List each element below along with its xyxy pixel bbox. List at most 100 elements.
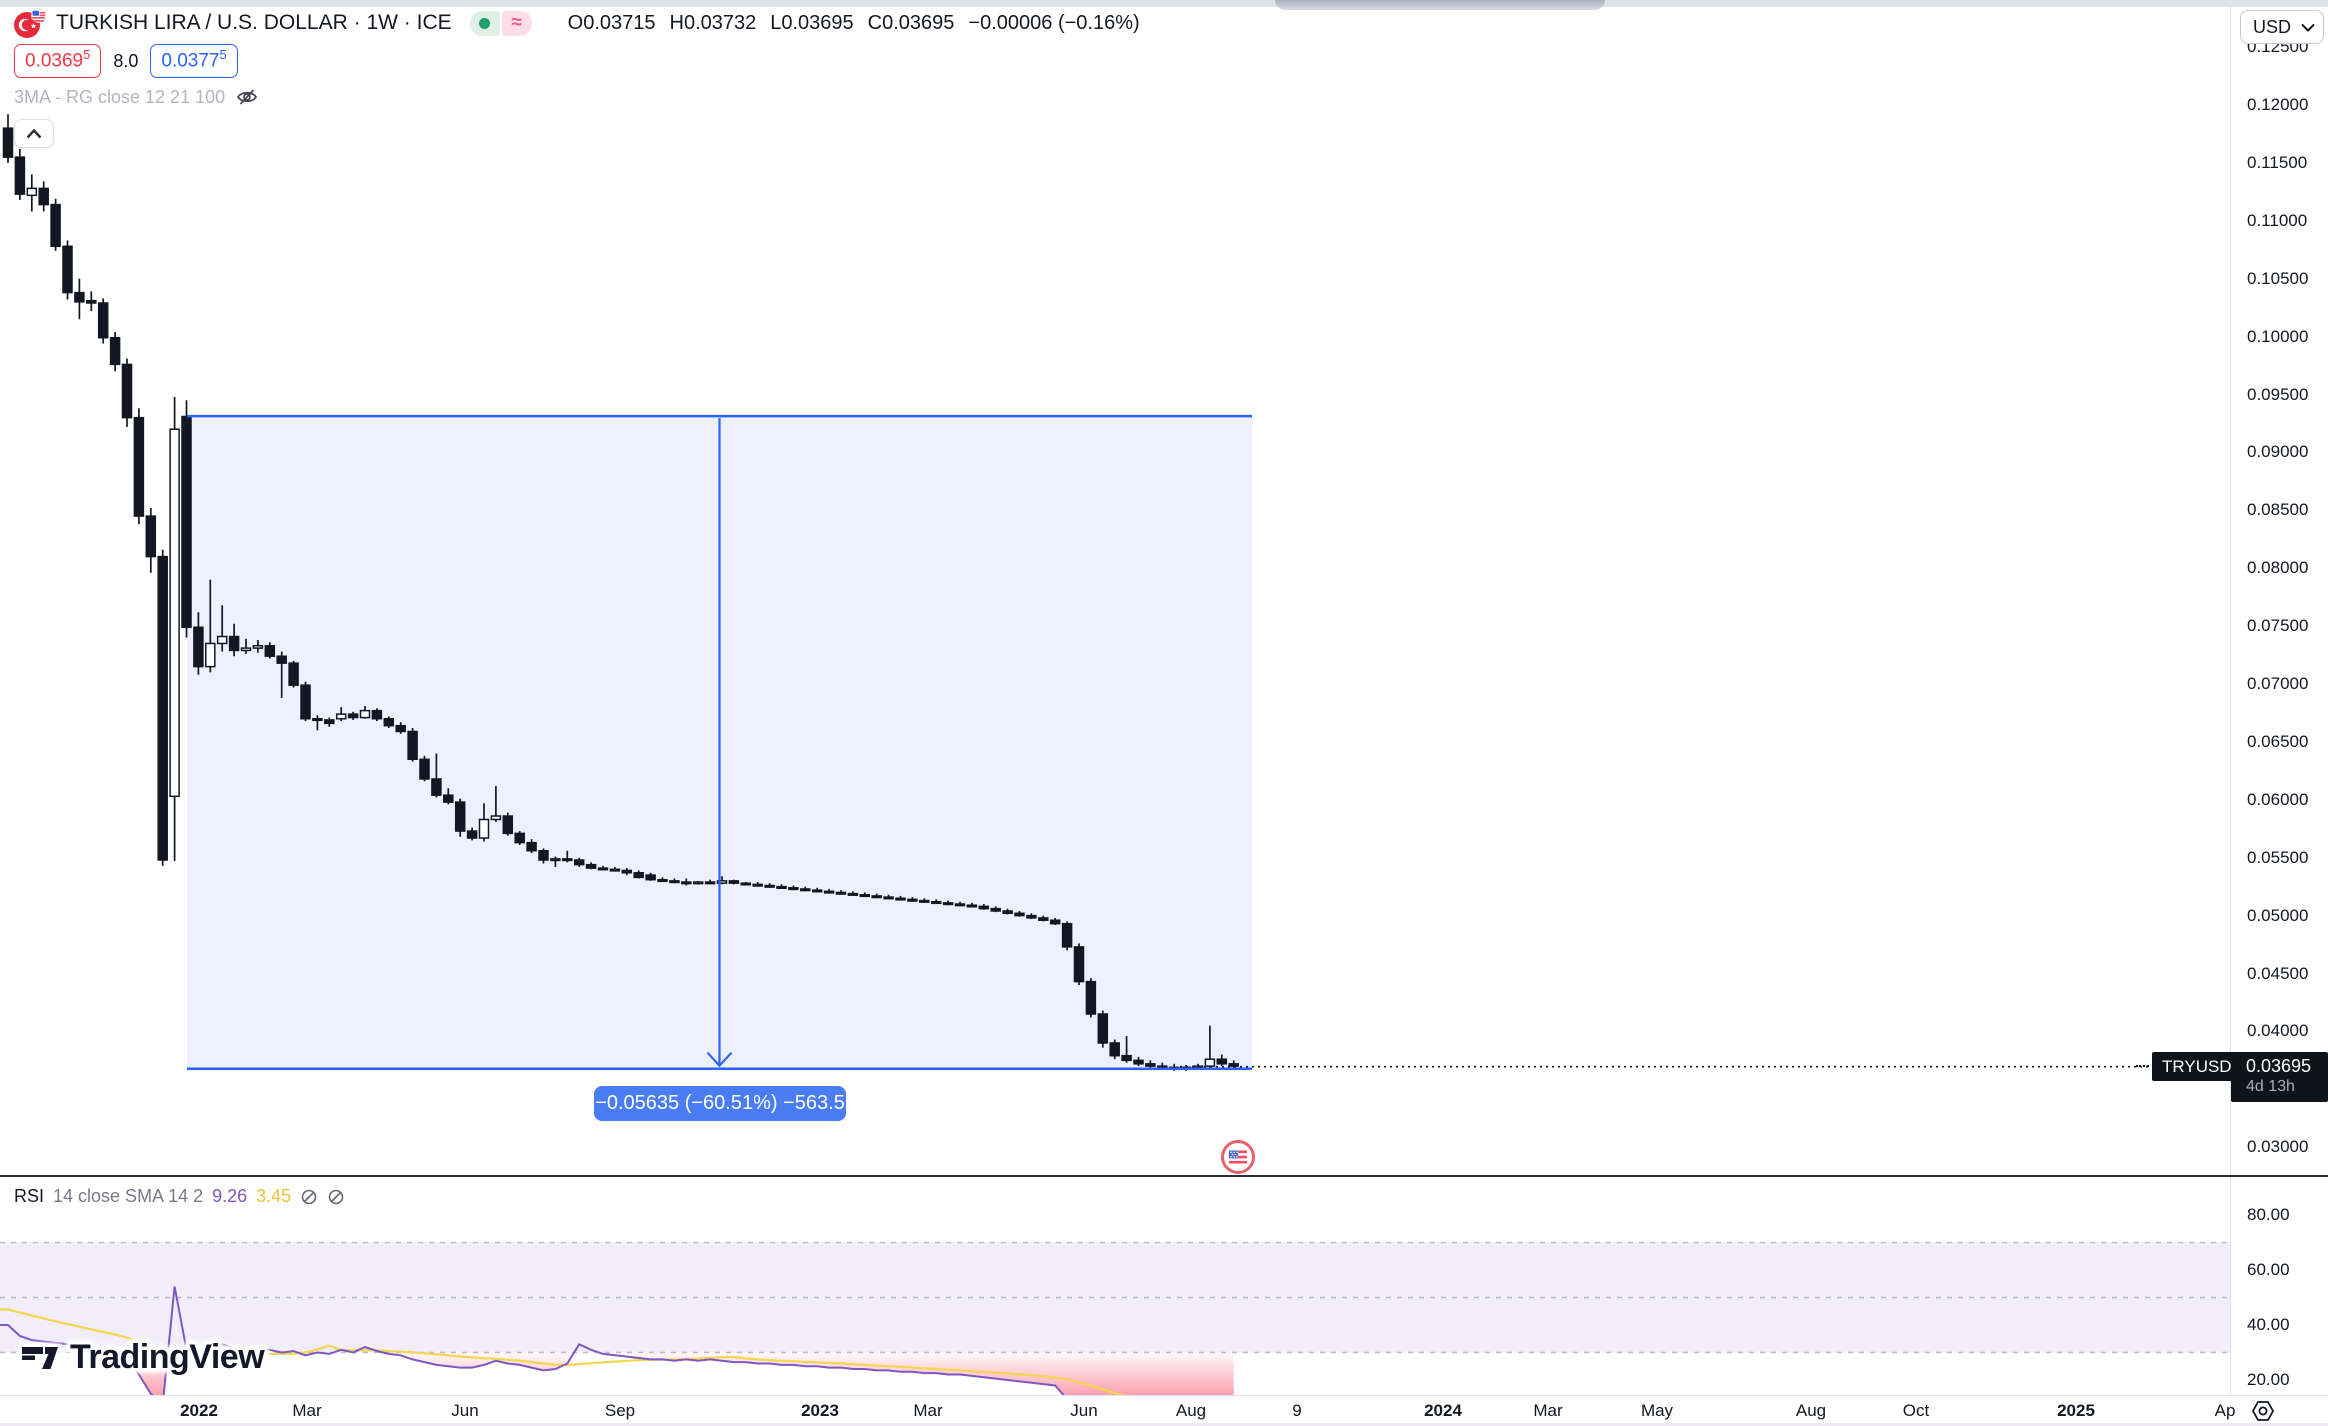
current-price-tag: 0.03695 4d 13h	[2231, 1052, 2328, 1102]
close-value: C0.03695	[867, 11, 955, 34]
ohlc-values: O0.03715 H0.03732 L0.03695 C0.03695 −0.0…	[568, 12, 1140, 35]
candle-body	[776, 885, 787, 890]
change-value: −0.00006 (−0.16%)	[968, 11, 1140, 34]
bottom-strip	[0, 1423, 2328, 1426]
watermark-text: TradingView	[70, 1338, 265, 1376]
candle-body	[240, 647, 252, 652]
spread-value: 8.0	[113, 50, 139, 71]
price-chart-pane[interactable]	[0, 0, 2230, 1177]
market-open-badge[interactable]	[469, 10, 500, 36]
price-tick-label: 0.08000	[2247, 558, 2309, 578]
time-tick-label: Jun	[451, 1401, 479, 1420]
candle-body	[585, 863, 597, 869]
candle-body	[966, 904, 978, 908]
candle-body	[2, 127, 14, 158]
price-tick-label: 0.05500	[2247, 847, 2309, 867]
candle-body	[264, 645, 276, 657]
rsi-name: RSI	[14, 1186, 45, 1206]
candle-body	[395, 724, 406, 733]
price-tick-label: 0.03000	[2247, 1137, 2309, 1157]
time-tick-label: 9	[1292, 1401, 1302, 1420]
currency-label: USD	[2253, 16, 2292, 37]
candle-body	[514, 832, 525, 844]
measure-arrow-head	[706, 1051, 733, 1068]
candle-body	[109, 337, 121, 366]
price-tick-label: 0.11000	[2247, 210, 2308, 230]
candle-body	[14, 156, 26, 195]
measure-tool-label[interactable]: −0.05635 (−60.51%) −563.5	[594, 1086, 846, 1121]
rsi-tick-label: 40.00	[2247, 1315, 2290, 1334]
eye-off-icon[interactable]	[235, 85, 259, 109]
candle-body	[288, 662, 299, 686]
interval-label: 1W	[366, 11, 398, 34]
candle-body	[1216, 1058, 1228, 1065]
candle-body	[1061, 922, 1073, 948]
rsi-params: 14 close SMA 14 2	[53, 1186, 204, 1206]
price-axis[interactable]: 0.12500 0.12000 0.11500 0.11000 0.10500 0.100…	[2230, 0, 2328, 1395]
rsi-legend-row[interactable]: RSI 14 close SMA 14 2 9.26 3.45	[14, 1186, 345, 1207]
candle-body	[431, 778, 442, 796]
currency-dropdown[interactable]: USD	[2240, 10, 2324, 44]
rsi-pane[interactable]	[0, 1177, 2230, 1395]
rsi-value: 9.26	[212, 1186, 248, 1206]
market-status-badges[interactable]: ≈	[469, 10, 532, 36]
rsi-tick-label: 60.00	[2247, 1260, 2290, 1279]
candle-body	[312, 717, 323, 722]
candle-body	[1049, 919, 1061, 925]
slash-circle-icon[interactable]	[327, 1188, 345, 1206]
symbol-flag-icon[interactable]	[14, 8, 46, 38]
candle-body	[324, 719, 335, 725]
candle-body	[1026, 914, 1037, 919]
delayed-data-badge[interactable]: ≈	[501, 10, 532, 36]
candle-body	[478, 818, 490, 839]
indicator-label: 3MA - RG close 12 21 100	[14, 86, 226, 107]
candle-body	[383, 717, 395, 727]
candle-body	[145, 515, 157, 558]
candle-body	[1133, 1059, 1144, 1065]
candle-body	[573, 859, 585, 866]
candle-body	[633, 872, 644, 879]
candle-body	[907, 898, 918, 902]
tradingview-watermark[interactable]: TradingView	[20, 1338, 265, 1377]
price-tick-label: 0.04500	[2247, 963, 2309, 983]
candle-body	[407, 730, 418, 761]
candle-body	[252, 645, 264, 649]
candle-body	[1109, 1042, 1120, 1057]
candle-body	[835, 891, 847, 895]
candle-body	[1204, 1058, 1216, 1067]
axis-settings-icon[interactable]	[2250, 1398, 2276, 1424]
candle-body	[359, 709, 371, 719]
ask-price-box[interactable]: 0.03775	[150, 44, 238, 78]
candle-body	[550, 858, 561, 862]
price-tick-label: 0.06500	[2247, 731, 2309, 751]
price-tick-label: 0.10500	[2247, 268, 2309, 288]
candle-body	[1002, 910, 1013, 915]
candle-body	[216, 635, 228, 645]
time-axis[interactable]: 2022 Mar Jun Sep 2023 Mar Jun Aug 9 2024 Mar May Aug…	[0, 1395, 2328, 1426]
candle-body	[335, 713, 347, 720]
indicator-row[interactable]: 3MA - RG close 12 21 100	[14, 85, 1140, 109]
candle-body	[26, 187, 38, 197]
time-tick-label: Ap	[2214, 1401, 2236, 1420]
time-tick-label: 2025	[2057, 1401, 2095, 1420]
candle-body	[526, 841, 537, 852]
candle-body	[919, 899, 930, 903]
collapse-legend-button[interactable]	[14, 119, 54, 148]
symbol-title[interactable]: TURKISH LIRA / U.S. DOLLAR · 1W · ICE	[56, 11, 452, 34]
price-tag-leader	[2136, 1065, 2149, 1067]
candle-body	[276, 655, 287, 664]
price-tick-label: 0.07000	[2247, 674, 2309, 693]
bid-price-box[interactable]: 0.03695	[14, 44, 102, 78]
window-top-strip	[0, 0, 2328, 7]
candle-body	[871, 895, 882, 899]
candle-body	[752, 883, 763, 887]
candle-body	[502, 815, 514, 835]
candle-body	[930, 900, 942, 905]
current-price-value: 0.03695	[2246, 1056, 2312, 1076]
rsi-sma-line	[0, 1308, 1126, 1395]
slash-circle-icon[interactable]	[300, 1188, 318, 1206]
pane-divider[interactable]	[0, 1175, 2328, 1177]
candle-body	[859, 894, 871, 898]
price-tick-label: 0.04000	[2247, 1021, 2309, 1041]
